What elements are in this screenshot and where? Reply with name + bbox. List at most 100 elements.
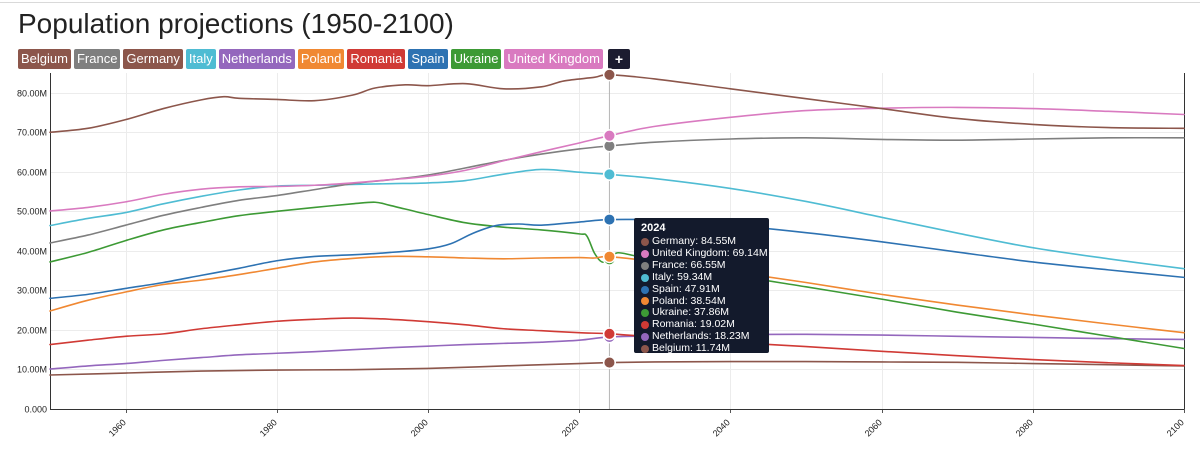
series-line-poland [49, 255, 1185, 334]
hover-marker-spain [602, 213, 616, 227]
x-tick-label: 2040 [711, 417, 732, 438]
legend-chip-united-kingdom[interactable]: United Kingdom [504, 49, 603, 69]
x-tick-label: 2020 [560, 417, 581, 438]
y-tick-label: 70.00M [17, 128, 47, 138]
legend-chip-italy[interactable]: Italy [185, 49, 216, 69]
tooltip-separator: : [684, 294, 691, 307]
x-tick-label: 1980 [258, 417, 279, 438]
legend-chip-germany[interactable]: Germany [123, 49, 183, 69]
tooltip-separator: : [695, 235, 702, 247]
legend-chip-ukraine[interactable]: Ukraine [450, 49, 502, 69]
tooltip-color-dot [641, 297, 649, 306]
y-tick-label: 80.00M [17, 89, 47, 99]
tooltip-row: Germany: 84.55M [641, 235, 762, 248]
legend-chip-spain[interactable]: Spain [408, 49, 448, 69]
tooltip-color-dot [641, 237, 649, 246]
tooltip-row: Italy: 59.34M [641, 270, 762, 284]
top-divider [0, 2, 1200, 3]
tooltip-color-dot [641, 285, 649, 294]
tooltip-color-dot [641, 261, 649, 270]
tooltip-separator: : [671, 270, 678, 283]
legend-chip-romania[interactable]: Romania [347, 49, 406, 69]
tooltip-color-dot [641, 309, 649, 318]
tooltip-value: 59.34M [677, 270, 713, 283]
legend-chip-belgium[interactable]: Belgium [18, 49, 71, 69]
y-tick-label: 60.00M [17, 168, 47, 178]
tooltip-row: Spain: 47.91M [641, 282, 762, 296]
hover-marker-belgium [602, 356, 616, 370]
tooltip-country: Netherlands [652, 330, 709, 343]
tooltip-value: 47.91M [684, 282, 720, 295]
tooltip-color-dot [641, 249, 649, 258]
tooltip-value: 69.14M [732, 246, 768, 259]
y-tick-label: 0.000 [24, 405, 47, 415]
series-line-belgium [49, 360, 1185, 376]
tooltip-value: 18.23M [714, 330, 750, 343]
x-tick-label: 2100 [1165, 417, 1186, 438]
legend-chip-netherlands[interactable]: Netherlands [218, 49, 295, 69]
series-line-romania [49, 317, 1185, 367]
series-line-ukraine [49, 201, 1185, 350]
hover-marker-romania [602, 327, 616, 341]
series-line-spain [49, 218, 1185, 300]
hover-marker-italy [602, 167, 616, 181]
tooltip-value: 38.54M [690, 294, 726, 307]
tooltip-country: Spain [652, 282, 679, 295]
axes: 0.000 10.00M 20.00M 30.00M 40.00M 50.00M 60.00… [17, 73, 1186, 439]
y-tick-label: 20.00M [17, 326, 47, 336]
x-tick-label: 2080 [1014, 417, 1035, 438]
x-tick-label: 1960 [107, 417, 128, 438]
series-line-netherlands [49, 333, 1185, 370]
tooltip-country: Ukraine [652, 306, 689, 319]
tooltip-color-dot [641, 333, 649, 342]
tooltip-value: 19.02M [699, 318, 735, 331]
series-line-united-kingdom [49, 106, 1185, 212]
series-line-france [49, 136, 1185, 244]
tooltip-value: 84.55M [701, 235, 737, 247]
y-tick-label: 50.00M [17, 207, 47, 217]
tooltip-separator: : [678, 282, 685, 295]
y-tick-label: 10.00M [17, 365, 47, 375]
hover-markers [602, 68, 616, 370]
legend-chip-poland[interactable]: Poland [297, 49, 345, 69]
tooltip-country: Romania [652, 318, 695, 331]
series-line-germany [49, 73, 1185, 134]
tooltip-color-dot [641, 321, 649, 330]
x-tick-label: 2060 [863, 417, 884, 438]
hover-tooltip: 2024 Germany: 84.55M United Kingdom: 69.1… [634, 218, 769, 355]
page-title: Population projections (1950-2100) [18, 8, 454, 39]
y-tick-label: 40.00M [17, 247, 47, 257]
tooltip-country: United Kingdom [652, 246, 727, 259]
tooltip-row: United Kingdom: 69.14M [641, 246, 768, 260]
add-country-button[interactable]: + [607, 49, 630, 69]
tooltip-country: Italy [652, 270, 672, 283]
tooltip-separator: : [684, 258, 691, 271]
tooltip-row: Poland: 38.54M [641, 294, 762, 308]
tooltip-value: 66.55M [690, 258, 726, 271]
tooltip-year: 2024 [641, 222, 666, 234]
legend-chip-france[interactable]: France [73, 49, 121, 69]
hover-marker-poland [602, 250, 616, 264]
tooltip-row: Ukraine: 37.86M [641, 307, 762, 319]
y-tick-label: 30.00M [17, 286, 47, 296]
tooltip-separator: : [726, 246, 733, 259]
tooltip-separator: : [688, 306, 695, 319]
hover-marker-united-kingdom [602, 129, 616, 143]
series-lines [49, 73, 1185, 376]
tooltip-color-dot [641, 273, 649, 282]
tooltip-color-dot [641, 345, 649, 354]
tooltip-value: 37.86M [694, 306, 730, 319]
tooltip-rows: Germany: 84.55M United Kingdom: 69.14M Fra… [641, 235, 768, 355]
tooltip-row: Romania: 19.02M [641, 318, 762, 331]
legend: Belgium France Germany Italy Netherlands… [18, 49, 630, 69]
tooltip-country: Germany [652, 235, 696, 247]
series-line-italy [49, 168, 1185, 270]
tooltip-value: 11.74M [695, 342, 731, 355]
tooltip-separator: : [694, 318, 700, 331]
hover-marker-germany [602, 68, 616, 82]
tooltip-row: France: 66.55M [641, 258, 762, 272]
x-tick-label: 2000 [409, 417, 430, 438]
tooltip-separator: : [689, 342, 696, 355]
tooltip-country: France [652, 258, 685, 271]
